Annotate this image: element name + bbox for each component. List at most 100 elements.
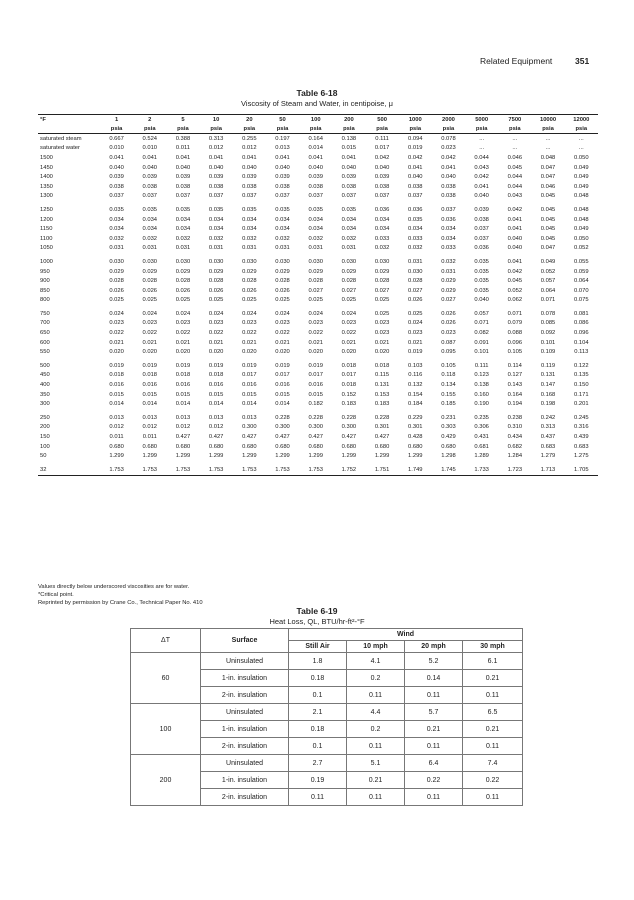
cell: 0.034 xyxy=(374,226,390,233)
cell: 0.010 xyxy=(109,145,124,152)
cell: 0.034 xyxy=(341,216,357,223)
header-cell: 1 xyxy=(114,116,119,123)
cell: 0.105 xyxy=(441,362,456,369)
data-row: 1100 0.032 0.032 0.032 0.032 0.032 0.032 0.032 0… xyxy=(38,234,598,244)
cell: 0.680 xyxy=(275,443,290,450)
cell: 0.104 xyxy=(574,339,589,346)
cell: 0.154 xyxy=(408,391,423,398)
cell: 0.034 xyxy=(242,226,257,233)
cell: 0.228 xyxy=(275,414,290,421)
row-label: 600 xyxy=(40,339,50,346)
cell: 0.039 xyxy=(109,174,124,181)
cell: 0.431 xyxy=(474,434,489,441)
cell: 0.019 xyxy=(242,362,257,369)
cell: 0.030 xyxy=(109,258,124,265)
cell: 1.299 xyxy=(142,453,158,460)
header-row: psia psia psia psia psia psia psia psia psia psia… xyxy=(38,124,598,134)
cell: 0.111 xyxy=(474,362,489,369)
table-body: saturated steam 0.667 0.524 0.388 0.313 0.255… xyxy=(38,134,598,476)
cell: 0.041 xyxy=(275,154,290,161)
data-row: 200 0.012 0.012 0.012 0.012 0.300 0.300 0.300 0.… xyxy=(38,423,598,433)
cell: ... xyxy=(512,135,518,142)
cell: 0.016 xyxy=(175,382,191,389)
cell: 0.018 xyxy=(341,382,357,389)
cell: 0.041 xyxy=(341,154,357,161)
cell: 0.680 xyxy=(142,443,158,450)
cell: 0.024 xyxy=(109,310,124,317)
cell: 0.683 xyxy=(540,443,556,450)
cell: 0.044 xyxy=(474,154,489,161)
cell: 0.034 xyxy=(142,226,158,233)
cell: 0.031 xyxy=(109,245,124,252)
row-label: 100 xyxy=(40,443,50,450)
data-row: 100 0.680 0.680 0.680 0.680 0.680 0.680 0.680 0.… xyxy=(38,442,598,452)
cell: 0.300 xyxy=(242,424,257,431)
cell: 0.026 xyxy=(208,287,224,294)
cell: 0.034 xyxy=(374,216,390,223)
cell: 0.038 xyxy=(142,183,158,190)
surface: 1-in. insulation xyxy=(200,720,289,738)
cell: 0.019 xyxy=(208,362,224,369)
table-body: 60 Uninsulated 1.8 4.1 5.2 6.1 1-in. insulatio… xyxy=(130,652,524,806)
cell: 0.040 xyxy=(175,164,191,171)
cell: 0.021 xyxy=(208,339,224,346)
cell: 0.021 xyxy=(175,339,191,346)
cell: 0.182 xyxy=(308,401,323,408)
cell: 0.032 xyxy=(441,258,456,265)
cell: 0.020 xyxy=(308,349,323,356)
cell: 0.035 xyxy=(474,287,489,294)
cell: 6.1 xyxy=(461,652,524,670)
cell: 0.152 xyxy=(341,391,357,398)
data-row: 1200 0.034 0.034 0.034 0.034 0.034 0.034 0.034 0… xyxy=(38,215,598,225)
cell: 0.043 xyxy=(507,193,523,200)
page-number: 351 xyxy=(575,56,590,66)
cell: 0.147 xyxy=(540,382,556,389)
cell: 0.034 xyxy=(142,216,158,223)
cell: 0.038 xyxy=(341,183,357,190)
cell: 0.135 xyxy=(574,372,589,379)
data-row: 1450 0.040 0.040 0.040 0.040 0.040 0.040 0.040 0… xyxy=(38,163,598,173)
cell: 1.753 xyxy=(208,466,224,473)
cell: 0.022 xyxy=(175,330,191,337)
cell: 0.037 xyxy=(441,206,456,213)
cell: 0.049 xyxy=(574,164,589,171)
cell: 0.070 xyxy=(574,287,589,294)
cell: 0.014 xyxy=(242,401,257,408)
cell: 0.025 xyxy=(275,297,290,304)
header-row: ΔT Surface Wind xyxy=(130,628,524,653)
cell: 0.014 xyxy=(109,401,124,408)
cell: 0.032 xyxy=(341,235,357,242)
cell: 1.753 xyxy=(242,466,257,473)
cell: 0.040 xyxy=(507,245,523,252)
cell: 0.034 xyxy=(109,226,124,233)
cell: 0.028 xyxy=(374,278,390,285)
cell: 0.032 xyxy=(275,235,290,242)
header-cell: 20 xyxy=(246,116,253,123)
row-label: 650 xyxy=(40,330,50,337)
cell: 1.753 xyxy=(109,466,124,473)
cell: 0.096 xyxy=(574,330,589,337)
cell: 0.015 xyxy=(208,391,224,398)
data-row: 150 0.011 0.011 0.427 0.427 0.427 0.427 0.427 0.… xyxy=(38,432,598,442)
cell: 0.437 xyxy=(540,434,556,441)
cell: 0.118 xyxy=(441,372,456,379)
cell: 0.024 xyxy=(175,310,191,317)
cell: 0.014 xyxy=(175,401,191,408)
cell: 0.197 xyxy=(275,135,290,142)
cell: 0.027 xyxy=(308,287,323,294)
cell: 0.138 xyxy=(474,382,489,389)
cell: 0.164 xyxy=(308,135,323,142)
surface: 2-in. insulation xyxy=(200,788,289,806)
row-label: saturated steam xyxy=(40,135,82,142)
cell: 1.299 xyxy=(308,453,323,460)
cell: 0.045 xyxy=(540,216,556,223)
cell: 0.024 xyxy=(208,310,224,317)
cell: 0.075 xyxy=(574,297,589,304)
header-cell: 2 xyxy=(148,116,152,123)
data-row: 2-in. insulation 0.11 0.11 0.11 0.11 xyxy=(131,788,524,806)
cell: 0.022 xyxy=(308,330,323,337)
header-cell: psia xyxy=(210,125,222,132)
cell: 0.048 xyxy=(574,206,589,213)
cell: 0.029 xyxy=(242,268,257,275)
cell: 0.046 xyxy=(507,154,523,161)
